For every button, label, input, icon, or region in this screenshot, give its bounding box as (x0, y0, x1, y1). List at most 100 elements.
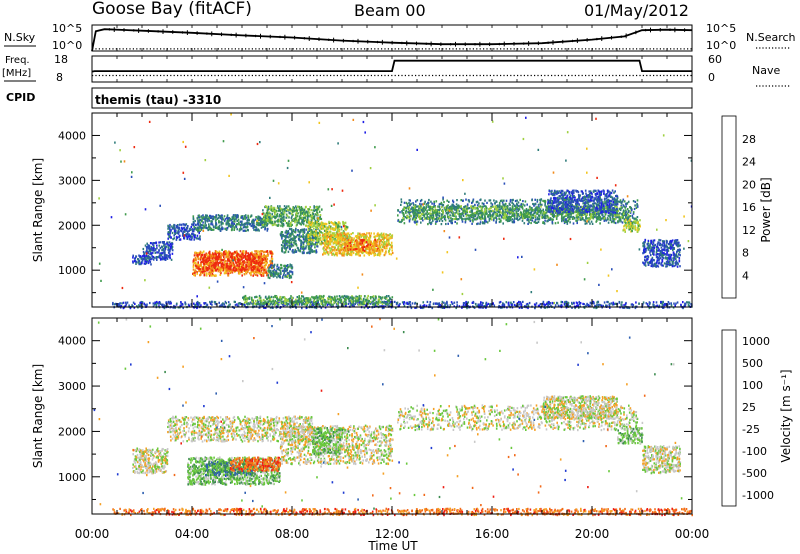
data-cell (187, 225, 189, 228)
data-cell (176, 231, 178, 234)
data-cell (237, 260, 239, 263)
data-cell (370, 241, 372, 244)
data-cell (302, 245, 305, 248)
data-cell (202, 221, 204, 224)
data-cell (283, 272, 285, 275)
data-cell (295, 209, 298, 212)
data-cell (201, 257, 203, 260)
data-cell (230, 229, 233, 232)
data-cell (320, 221, 323, 224)
data-cell (285, 206, 287, 209)
data-cell (623, 200, 626, 203)
data-cell (390, 253, 393, 256)
data-cell (231, 252, 233, 255)
data-cell (259, 250, 261, 253)
data-cell (285, 246, 288, 250)
data-cell (244, 229, 246, 232)
data-cell (629, 215, 632, 218)
data-cell (322, 234, 324, 237)
data-cell (295, 227, 297, 231)
data-cell (138, 259, 141, 262)
data-cell (322, 225, 324, 229)
data-cell (273, 211, 276, 214)
noise-left-tick-bottom: 10^0 (52, 39, 82, 52)
data-cell (165, 256, 167, 259)
data-cell (451, 222, 453, 225)
data-cell (314, 213, 316, 216)
data-cell (200, 264, 202, 267)
data-cell (272, 209, 274, 212)
data-cell (531, 199, 533, 202)
data-cell (283, 251, 286, 254)
data-cell (242, 229, 245, 232)
data-cell (636, 199, 639, 202)
data-cell (167, 227, 169, 230)
noise-right-label: N.Search (746, 31, 796, 44)
data-cell (250, 262, 253, 265)
data-cell (202, 267, 204, 271)
data-cell (290, 276, 293, 279)
data-cell (305, 224, 307, 227)
data-cell (361, 240, 363, 243)
data-cell (460, 199, 462, 202)
data-cell (378, 237, 380, 240)
data-cell (299, 214, 302, 217)
data-cell (343, 246, 346, 249)
data-cell (190, 225, 193, 229)
data-cell (304, 206, 307, 209)
data-cell (465, 198, 467, 201)
data-cell (164, 255, 167, 258)
data-cell (363, 254, 366, 257)
data-cell (272, 207, 274, 211)
data-cell (284, 237, 287, 240)
data-cell (169, 257, 171, 260)
data-cell (195, 259, 197, 262)
data-cell (230, 219, 233, 222)
data-cell (331, 239, 333, 242)
data-cell (334, 239, 336, 242)
data-cell (231, 270, 233, 273)
data-cell (333, 232, 335, 235)
cpid-panel (91, 87, 693, 109)
data-cell (430, 200, 432, 203)
data-cell (264, 257, 266, 260)
data-cell (365, 251, 368, 254)
data-cell (214, 262, 217, 265)
data-cell (294, 229, 297, 232)
data-cell (159, 247, 162, 250)
data-cell (320, 231, 322, 234)
data-cell (237, 257, 240, 260)
data-cell (344, 237, 347, 240)
data-cell (276, 263, 279, 266)
data-cell (325, 228, 328, 231)
data-cell (432, 219, 434, 222)
data-cell (324, 252, 327, 255)
data-cell (238, 259, 240, 262)
data-cell (181, 227, 184, 231)
data-cell (178, 226, 180, 229)
data-cell (260, 252, 263, 255)
data-cell (554, 222, 557, 225)
data-cell (273, 206, 276, 209)
data-cell (286, 242, 288, 245)
data-cell (287, 250, 290, 253)
data-cell (164, 249, 166, 252)
data-cell (227, 252, 229, 255)
data-cell (161, 246, 163, 249)
data-cell (252, 259, 254, 262)
data-cell (327, 251, 329, 254)
data-cell (290, 266, 293, 269)
data-cell (198, 214, 200, 217)
data-cell (207, 254, 209, 257)
data-cell (374, 238, 376, 242)
data-cell (357, 232, 359, 235)
data-cell (292, 209, 294, 212)
data-cell (284, 219, 286, 222)
data-cell (290, 223, 292, 226)
data-cell (373, 251, 376, 254)
data-cell (204, 226, 206, 229)
data-cell (400, 203, 402, 206)
data-cell (270, 261, 272, 264)
data-cell (146, 248, 148, 251)
data-cell (205, 226, 208, 229)
